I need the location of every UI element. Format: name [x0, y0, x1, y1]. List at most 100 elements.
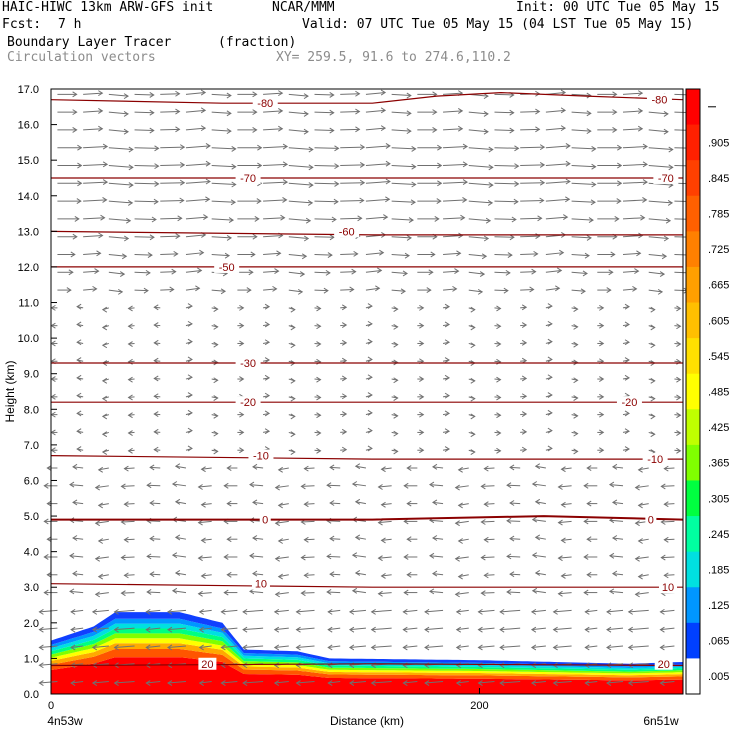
vector-arrow	[365, 445, 373, 452]
vector-arrow	[477, 608, 495, 615]
vector-arrow	[211, 163, 237, 170]
y-tick-label: 17.0	[18, 84, 39, 96]
vector-arrow	[76, 410, 84, 417]
vector-arrow	[57, 91, 78, 98]
vector-arrow	[70, 644, 84, 651]
vector-arrow	[468, 164, 494, 171]
vector-arrow	[295, 626, 315, 633]
vector-arrow	[185, 125, 207, 132]
vector-arrow	[76, 339, 84, 346]
vector-arrow	[509, 535, 521, 542]
vector-arrow	[531, 552, 546, 559]
colorbar-swatch	[686, 338, 700, 375]
y-tick-label: 2.0	[24, 618, 39, 630]
contour-label-bg	[259, 513, 271, 526]
vector-arrow	[365, 178, 391, 185]
vector-arrow	[391, 128, 412, 135]
vector-arrow	[153, 446, 161, 453]
vector-arrow	[57, 215, 80, 222]
vector-arrow	[300, 483, 315, 490]
vector-arrow	[288, 164, 314, 171]
vector-arrow	[648, 164, 674, 171]
vector-arrow	[391, 163, 417, 170]
vector-arrow	[340, 322, 348, 328]
vector-arrow	[468, 342, 476, 349]
vector-arrow	[101, 395, 109, 402]
vector-arrow	[185, 356, 193, 363]
vector-arrow	[220, 626, 238, 633]
contour-label-bg	[251, 577, 270, 590]
vector-arrow	[314, 430, 322, 436]
vector-arrow	[274, 555, 289, 562]
vector-arrow	[627, 680, 649, 686]
vector-arrow	[545, 374, 553, 381]
vector-arrow	[185, 89, 207, 96]
vector-arrow	[288, 217, 312, 224]
vector-arrow	[483, 536, 495, 543]
vector-arrow	[468, 431, 476, 438]
vector-arrow	[38, 662, 58, 669]
vector-arrow	[571, 270, 588, 277]
vector-arrow	[391, 110, 412, 117]
vector-arrow	[391, 181, 417, 188]
vector-arrow	[622, 268, 640, 275]
vector-arrow	[185, 267, 203, 274]
vector-arrow	[76, 357, 84, 363]
vector-arrow	[101, 306, 109, 313]
vector-arrow	[185, 320, 193, 327]
vector-arrow	[46, 571, 58, 578]
vector-arrow	[597, 287, 612, 293]
vector-arrow	[509, 571, 521, 578]
vector-arrow	[273, 608, 289, 615]
vector-arrow	[608, 588, 624, 595]
vector-arrow	[329, 535, 341, 542]
vector-arrow	[571, 199, 596, 206]
vector-arrow	[377, 484, 392, 490]
vector-arrow	[226, 536, 238, 543]
vector-arrow	[198, 644, 212, 651]
vector-arrow	[545, 214, 569, 221]
vector-arrow	[391, 234, 412, 241]
vector-arrow	[303, 536, 315, 543]
vector-arrow	[185, 214, 209, 221]
vector-arrow	[211, 217, 235, 224]
vector-arrow	[123, 465, 135, 472]
contour-label: -10	[647, 454, 663, 466]
vector-arrow	[314, 341, 322, 347]
vector-arrow	[494, 109, 515, 116]
vector-arrow	[660, 554, 675, 561]
vector-arrow	[468, 235, 490, 242]
vector-arrow	[153, 357, 161, 364]
vector-arrow	[83, 268, 100, 275]
vector-arrow	[134, 234, 155, 241]
vector-arrow	[597, 215, 620, 222]
vector-arrow	[365, 356, 373, 363]
vector-arrow	[417, 215, 440, 222]
vector-arrow	[263, 285, 278, 292]
vector-arrow	[520, 304, 528, 311]
vector-arrow	[597, 429, 605, 436]
vector-arrow	[327, 608, 341, 615]
vector-arrow	[674, 394, 682, 401]
vector-arrow	[288, 377, 296, 384]
vector-arrow	[648, 217, 672, 224]
vector-arrow	[365, 142, 391, 149]
vector-arrow	[262, 357, 271, 363]
vector-arrow	[443, 108, 464, 114]
vector-arrow	[94, 555, 109, 562]
vector-arrow	[277, 502, 289, 509]
vector-arrow	[288, 182, 314, 189]
tracer-band-8	[51, 612, 683, 667]
vector-arrow	[237, 447, 245, 454]
vector-arrow	[273, 626, 289, 633]
vector-arrow	[365, 285, 381, 292]
vector-arrow	[57, 109, 78, 116]
vector-arrow	[391, 377, 399, 384]
vector-arrow	[160, 179, 186, 186]
vector-arrow	[494, 252, 513, 259]
vector-arrow	[571, 92, 592, 99]
vector-arrow	[72, 463, 84, 470]
vector-arrow	[663, 536, 675, 543]
vector-arrow	[314, 269, 331, 276]
vector-arrow	[329, 464, 341, 471]
